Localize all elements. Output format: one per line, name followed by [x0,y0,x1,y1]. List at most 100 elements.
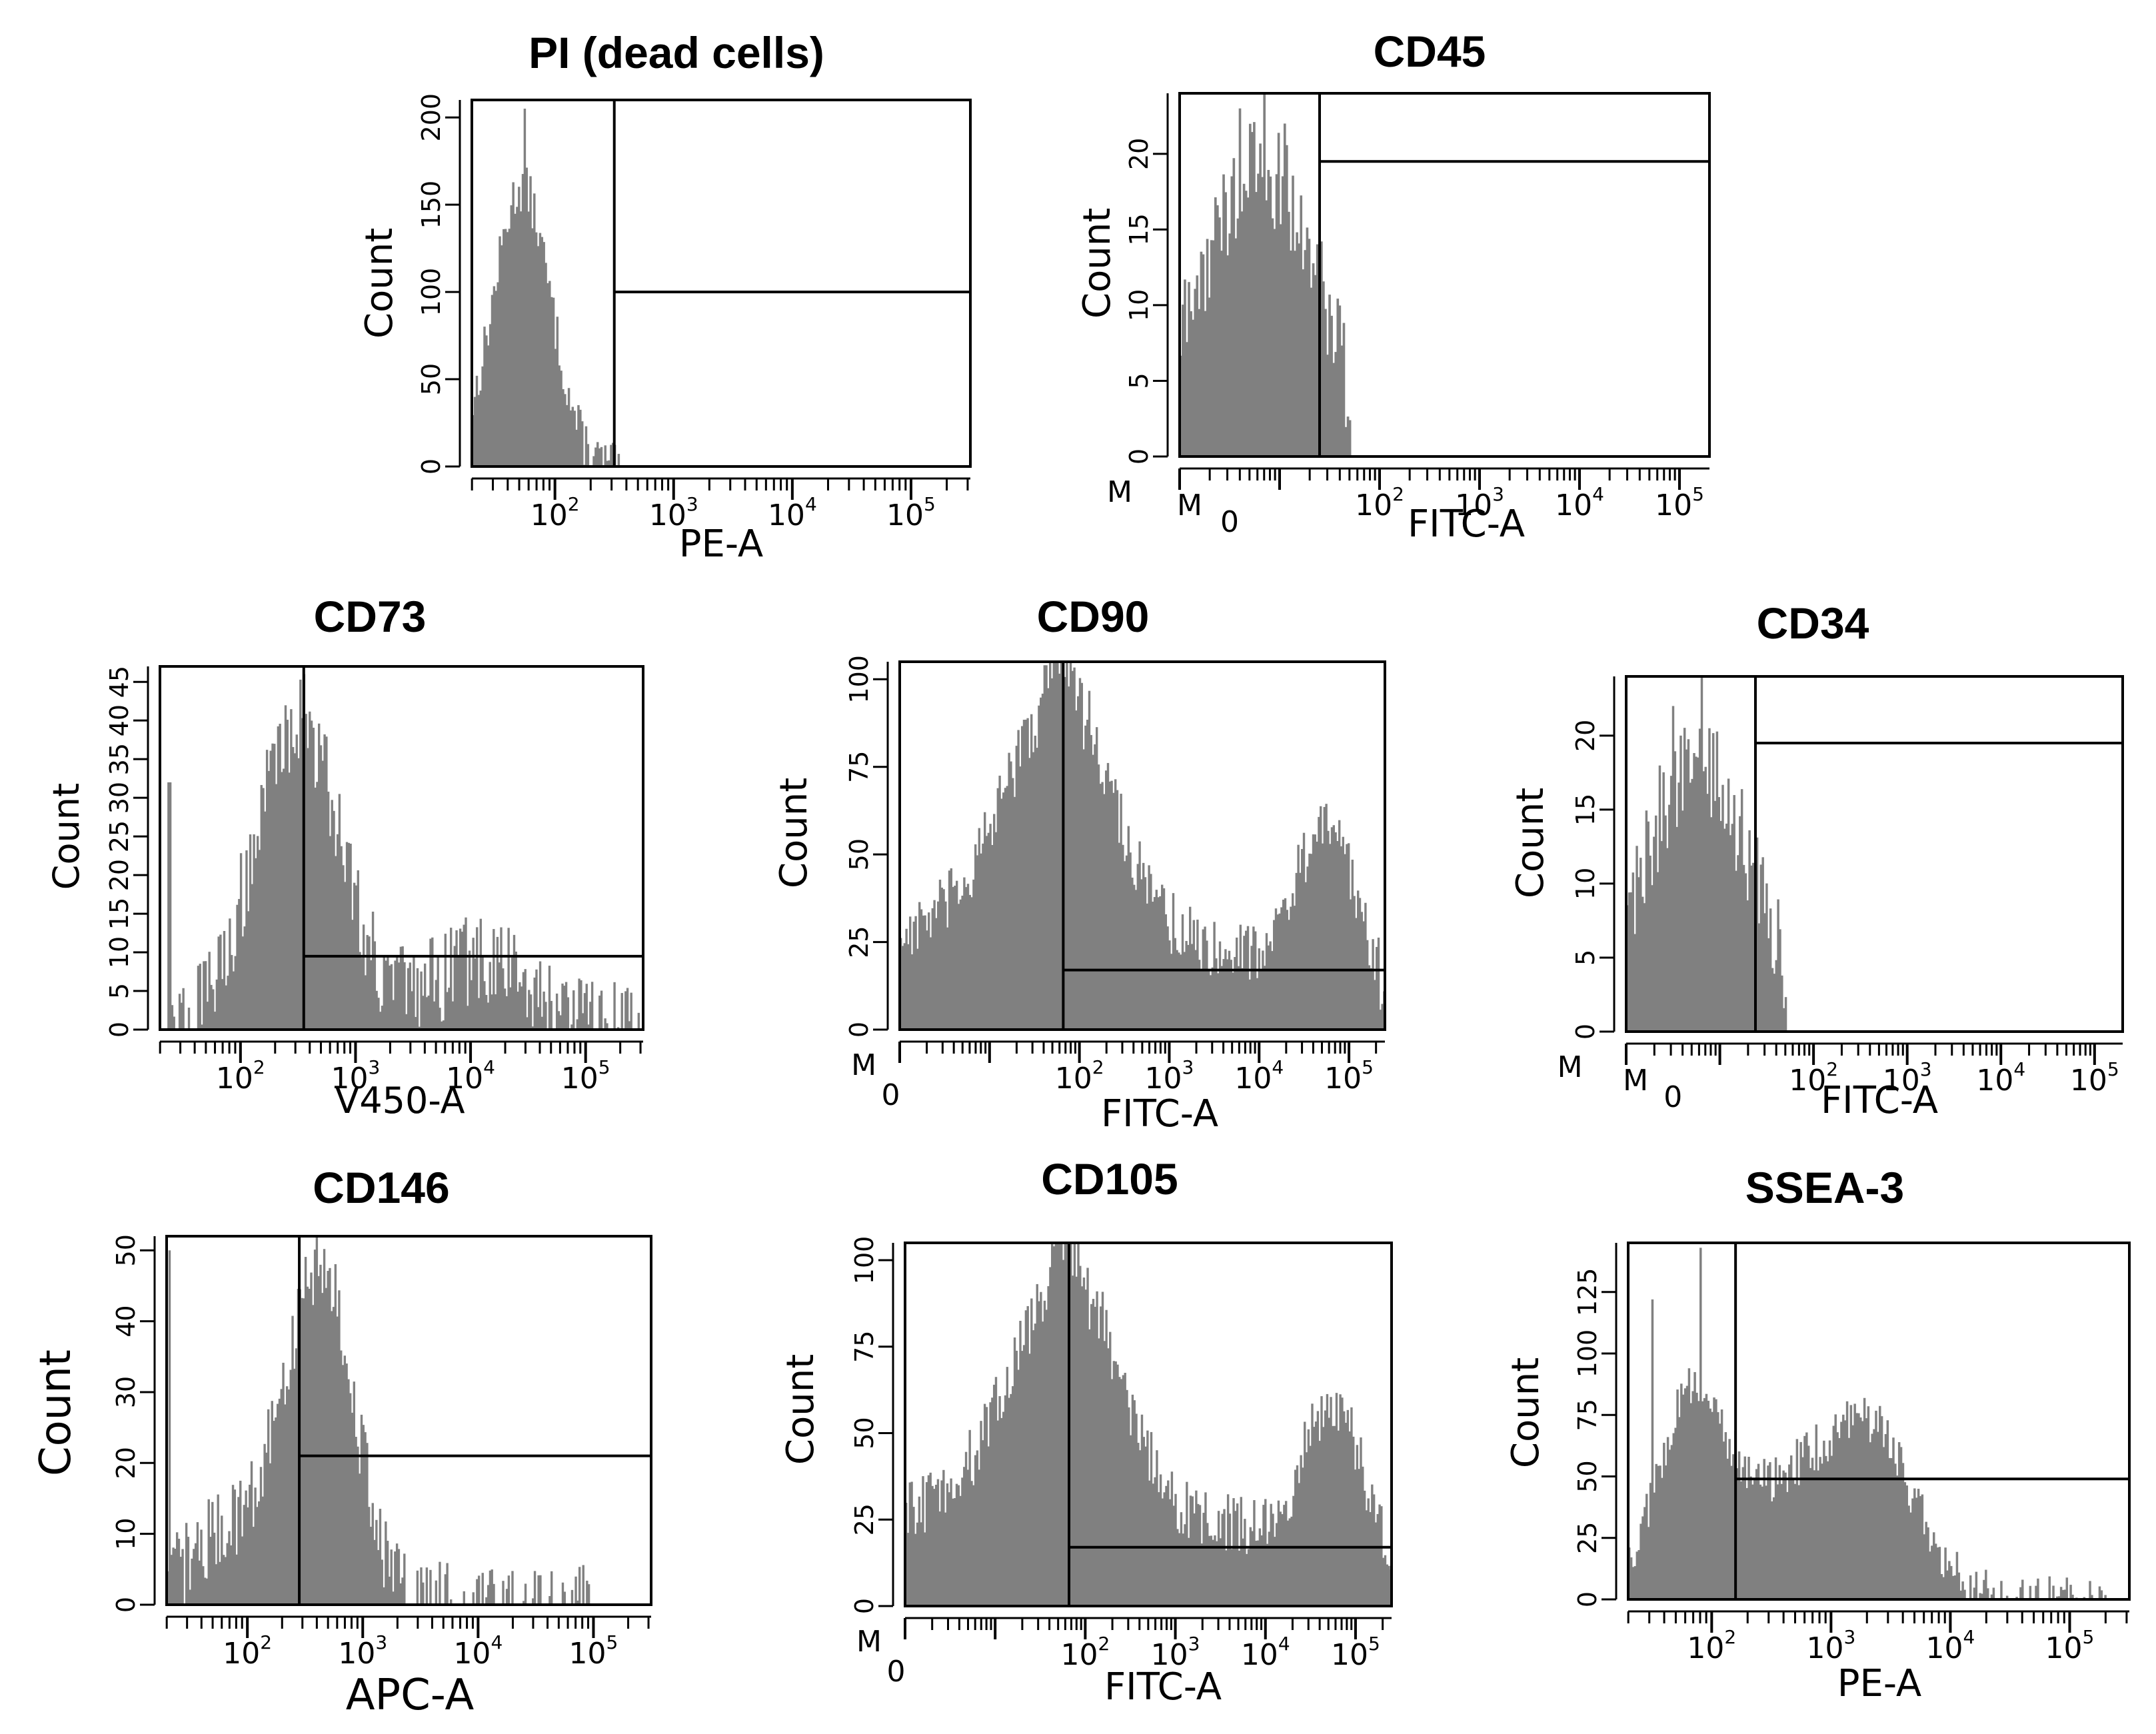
histogram-bar [613,982,616,1030]
histogram-bar [562,389,564,466]
histogram-bar [237,1497,240,1605]
histogram-bar [1030,714,1033,1030]
histogram-bar [1245,930,1248,1030]
histogram-bar [617,454,620,466]
histogram-bar [392,1000,395,1030]
histogram-bar [1888,1457,1891,1599]
histogram-cd105 [905,1243,1392,1606]
histogram-bar [1735,870,1737,1032]
histogram-bar [1058,673,1061,1030]
histogram-bar [1763,1459,1765,1599]
y-axis-label-cd73: Count [45,783,87,890]
histogram-bar [626,988,629,1030]
histogram-bar [1208,1535,1211,1606]
histogram-bar [1663,1442,1665,1599]
histogram-bar [946,1483,949,1606]
histogram-bar [1004,1395,1007,1606]
y-tick-label: 100 [1573,1329,1602,1378]
panel-title-cd90: CD90 [1037,592,1150,641]
histogram-bar [608,460,610,466]
histogram-bar [1189,906,1192,1030]
histogram-bar [1851,1425,1854,1599]
histogram-bar [1032,1330,1035,1606]
histogram-bar [299,679,302,1030]
histogram-bar [1006,1367,1009,1606]
histogram-bar [1338,820,1341,1030]
histogram-bar [1238,108,1242,457]
histogram-bar [525,167,529,466]
histogram-bar [1979,1593,1981,1599]
histogram-bar [1298,243,1301,456]
histogram-bar [570,1589,574,1605]
histogram-bar [1187,1537,1190,1606]
histogram-bar [503,229,505,466]
histogram-bar [1753,1478,1756,1599]
histogram-bar [1032,752,1035,1030]
histogram-bar [1185,940,1188,1030]
histogram-bar [243,1505,246,1605]
histogram-bar [1248,979,1251,1030]
histogram-bar [931,1485,934,1606]
plot-frame-cd90 [898,660,1386,1031]
histogram-bar [493,286,496,466]
histogram-bar [2048,1576,2051,1599]
histogram-bar [1350,1407,1353,1606]
histogram-bar [1731,824,1734,1032]
histogram-bar [287,1389,291,1605]
histogram-bar [2037,1578,2039,1599]
histogram-bar [1312,263,1315,456]
histogram-bar [235,1554,238,1605]
histogram-bar [1304,882,1307,1030]
y-tick-label: 20 [111,1447,141,1479]
histogram-bar [1772,1497,1775,1599]
histogram-bar [1232,972,1234,1030]
histogram-bar [1355,918,1358,1030]
histogram-bar [1277,1500,1280,1606]
histogram-bar [554,349,557,466]
histogram-bar [537,1007,540,1030]
histogram-bar [1040,1292,1042,1606]
histogram-bar [1158,1492,1160,1606]
histogram-bar [1332,825,1335,1030]
histogram-bar [1641,896,1644,1032]
histogram-bar [1836,1432,1839,1599]
y-tick-label: 100 [850,1236,879,1285]
histogram-bar [1166,926,1169,1030]
histogram-bar [1830,1455,1833,1599]
histogram-bar [1683,728,1686,1032]
histogram-bar [1990,1594,1993,1599]
histogram-bar [920,909,923,1030]
histogram-bar [418,1026,421,1030]
histogram-bar [1164,914,1167,1030]
histogram-bar [1643,903,1646,1032]
x-axis-label-cd90: FITC-A [1101,1092,1218,1136]
histogram-bar [944,901,947,1030]
histogram-bar [241,1536,244,1605]
histogram-bar [187,1537,190,1605]
histogram-bar [1180,954,1182,1030]
histogram-bar [1748,830,1751,1032]
histogram-bar [542,991,545,1030]
histogram-bar [289,1369,292,1605]
histogram-bar [321,1293,324,1605]
histogram-bar [1369,1511,1372,1606]
histogram-bar [347,1379,350,1605]
histogram-bar [1923,1534,1926,1599]
histogram-bar [441,1021,443,1030]
histogram-bar [335,856,337,1030]
histogram-bar [1320,241,1323,456]
histogram-bar [1932,1532,1935,1599]
histogram-bar [377,998,380,1030]
histogram-bar [508,229,511,466]
histogram-bar [974,844,977,1030]
histogram-bar [1689,782,1692,1032]
histogram-bar [1362,921,1365,1030]
histogram-bar [1660,841,1663,1032]
histogram-bar [910,1481,913,1606]
histogram-bar [1679,735,1682,1032]
histogram-bar [1659,1465,1661,1599]
y-tick-label: 35 [105,743,134,775]
histogram-bar [281,772,283,1030]
